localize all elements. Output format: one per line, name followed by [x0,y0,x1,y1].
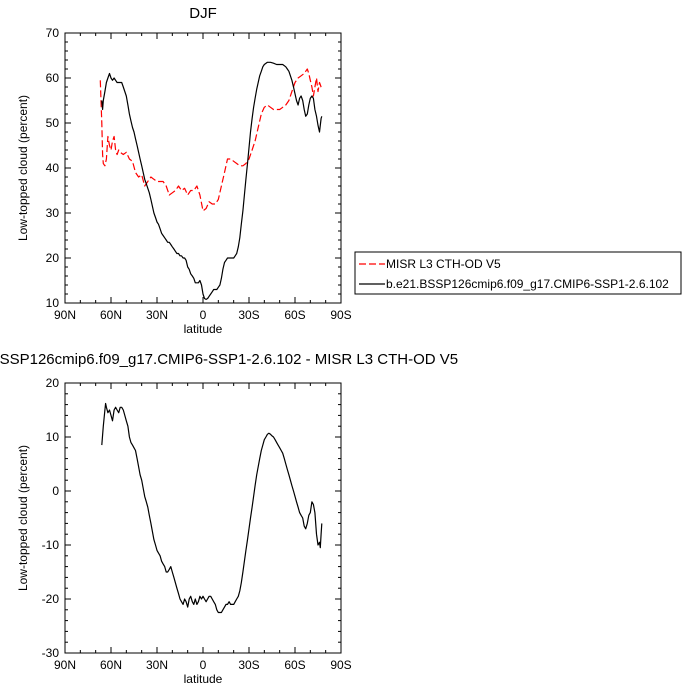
y-tick-label: 30 [46,206,60,220]
chart-difference: b.e21.BSSP126cmip6.f09_g17.CMIP6-SSP1-2.… [0,351,458,686]
x-tick-label: 60N [100,308,122,322]
x-tick-label: 0 [200,658,207,672]
x-tick-label: 90S [330,658,351,672]
chart-title: b.e21.BSSP126cmip6.f09_g17.CMIP6-SSP1-2.… [0,351,458,368]
y-tick-label: 20 [46,376,60,390]
x-tick-label: 60S [284,658,305,672]
y-tick-label: 20 [46,251,60,265]
x-tick-label: 90N [54,308,76,322]
y-tick-label: 50 [46,116,60,130]
legend-box [354,251,682,295]
x-tick-label: 60S [284,308,305,322]
y-tick-label: 60 [46,71,60,85]
y-tick-label: -10 [42,538,60,552]
plot-frame [64,382,342,654]
chart-djf: DJF 90N 60N 30N 0 30S 60S 90S 10 20 30 40 50 60 70 lati… [16,5,682,336]
x-tick-label: 90N [54,658,76,672]
y-tick-label: -20 [42,592,60,606]
x-tick-label: 30N [146,658,168,672]
x-tick-label: 30S [238,308,259,322]
x-tick-label: 30S [238,658,259,672]
y-tick-label: 70 [46,26,60,40]
y-tick-label: 10 [46,430,60,444]
x-tick-label: 30N [146,308,168,322]
series-line-1 [99,68,324,212]
x-axis-label: latitude [184,322,223,336]
x-tick-label: 60N [100,658,122,672]
plot-frame [64,32,342,304]
y-tick-label: 0 [52,484,59,498]
x-tick-label: 90S [330,308,351,322]
y-tick-label: -30 [42,646,60,660]
legend-label: b.e21.BSSP126cmip6.f09_g17.CMIP6-SSP1-2.… [386,277,669,291]
y-axis-label: Low-topped cloud (percent) [16,445,30,591]
series-line-1 [101,402,323,614]
y-tick-label: 10 [46,296,60,310]
legend-label: MISR L3 CTH-OD V5 [386,257,501,271]
x-tick-label: 0 [200,308,207,322]
chart-title: DJF [189,5,217,22]
x-axis-label: latitude [184,672,223,686]
y-tick-label: 40 [46,161,60,175]
series-line-2 [101,61,323,300]
y-axis-label: Low-topped cloud (percent) [16,95,30,241]
